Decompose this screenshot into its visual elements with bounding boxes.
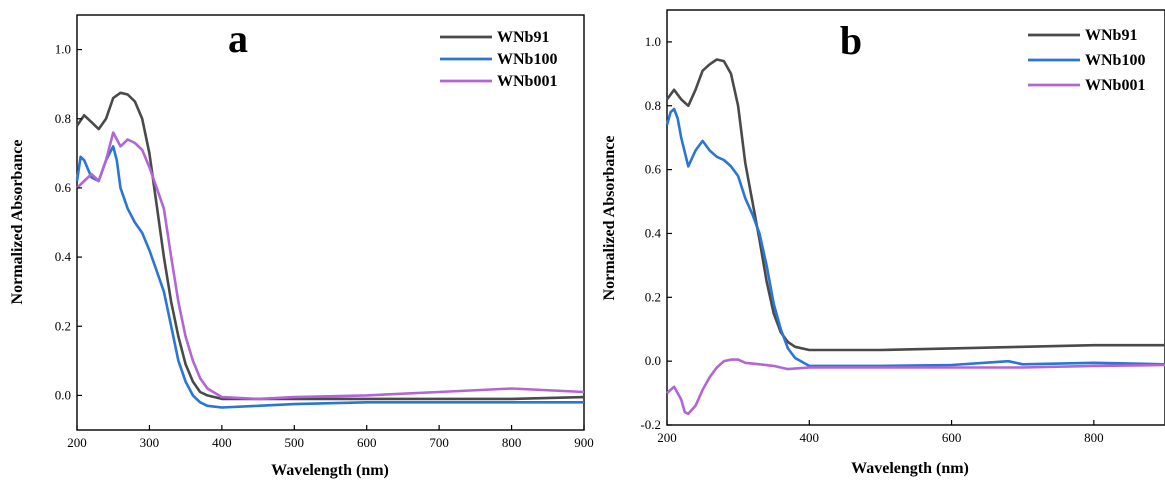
y-tick-label: -0.2 xyxy=(640,417,661,432)
y-tick-label: 1.0 xyxy=(645,34,661,49)
legend-label-wnb001: WNb001 xyxy=(1085,77,1145,94)
legend-b: WNb91 WNb100 WNb001 xyxy=(1028,27,1145,94)
x-tick-label: 400 xyxy=(212,435,232,450)
chart-panel-b: 200 400 600 800 -0.2 0.0 0.2 0.4 0.6 0.8 1.0 b WNb… xyxy=(601,9,1165,477)
chart-panel-a: 200 300 400 500 600 700 800 900 0.0 0.2 0.4 0.6 0.8 1… xyxy=(9,14,594,479)
series-lines-b xyxy=(665,58,1165,416)
y-axis-label-a: Normalized Absorbance xyxy=(9,140,26,305)
legend-label-wnb001: WNb001 xyxy=(497,73,557,90)
y-tick-label: 0.8 xyxy=(55,111,71,126)
y-tick-label: 0.0 xyxy=(645,353,661,368)
series-line-wnb91 xyxy=(75,91,585,401)
x-tick-label: 400 xyxy=(800,430,820,445)
axis-ticks-b: 200 400 600 800 -0.2 0.0 0.2 0.4 0.6 0.8 1.0 xyxy=(640,34,1103,445)
y-tick-label: 0.2 xyxy=(645,289,661,304)
y-tick-label: 0.4 xyxy=(55,249,72,264)
x-tick-label: 200 xyxy=(67,435,87,450)
axis-ticks-a: 200 300 400 500 600 700 800 900 0.0 0.2 0.4 0.6 0.8 1… xyxy=(55,42,594,450)
y-tick-label: 0.0 xyxy=(55,387,71,402)
x-tick-label: 800 xyxy=(502,435,522,450)
x-tick-label: 600 xyxy=(357,435,377,450)
y-axis-label-b: Normalized Absorbance xyxy=(601,136,618,301)
y-tick-label: 0.6 xyxy=(645,162,662,177)
legend-label-wnb91: WNb91 xyxy=(1085,27,1137,44)
plot-frame-a xyxy=(76,14,585,431)
legend-label-wnb100: WNb100 xyxy=(497,51,557,68)
legend-a: WNb91 WNb100 WNb001 xyxy=(440,29,557,90)
y-tick-label: 0.8 xyxy=(645,98,661,113)
x-tick-label: 900 xyxy=(574,435,594,450)
x-tick-label: 200 xyxy=(657,430,677,445)
legend-label-wnb100: WNb100 xyxy=(1085,52,1145,69)
series-line-wnb001 xyxy=(666,358,1165,416)
series-lines-a xyxy=(75,91,585,409)
y-tick-label: 0.2 xyxy=(55,318,71,333)
x-axis-label-b: Wavelength (nm) xyxy=(851,460,969,477)
legend-label-wnb91: WNb91 xyxy=(497,29,549,46)
x-tick-label: 700 xyxy=(429,435,449,450)
series-line-wnb001 xyxy=(76,131,585,401)
panel-label-b: b xyxy=(840,18,862,63)
x-axis-label-a: Wavelength (nm) xyxy=(271,462,389,479)
panel-label-a: a xyxy=(228,16,248,61)
y-tick-label: 1.0 xyxy=(55,42,71,57)
series-line-wnb100 xyxy=(665,107,1165,368)
series-line-wnb91 xyxy=(665,58,1165,352)
x-tick-label: 600 xyxy=(942,430,962,445)
x-tick-label: 800 xyxy=(1084,430,1104,445)
x-tick-label: 500 xyxy=(285,435,305,450)
x-tick-label: 300 xyxy=(140,435,160,450)
y-tick-label: 0.4 xyxy=(645,225,662,240)
plot-frame-b xyxy=(666,9,1165,426)
y-tick-label: 0.6 xyxy=(55,180,72,195)
